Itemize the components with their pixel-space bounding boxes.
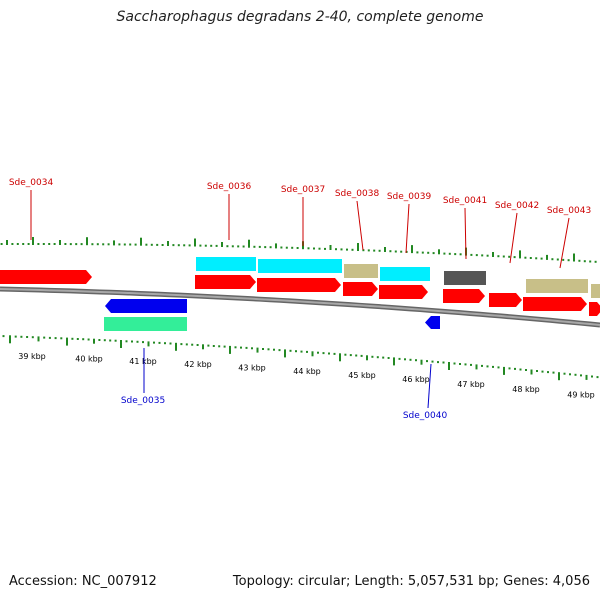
cds-bar <box>526 279 588 293</box>
cds-bar <box>380 267 430 281</box>
cds-bar <box>344 264 378 278</box>
scale-label: 43 kbp <box>238 363 266 372</box>
gene-label-sde-0042: Sde_0042 <box>495 201 539 211</box>
map-title: Saccharophagus degradans 2-40, complete … <box>116 9 484 25</box>
genome-summary: Topology: circular; Length: 5,057,531 bp… <box>232 574 590 589</box>
forward-gene-sde-0034 <box>0 270 92 284</box>
scale-label: 39 kbp <box>18 352 46 361</box>
cds-bar <box>104 317 187 331</box>
cds-bar <box>591 284 600 298</box>
scale-label: 47 kbp <box>457 380 485 389</box>
leader-line-sde-0042 <box>509 212 518 264</box>
scale-label: 49 kbp <box>567 390 595 399</box>
gene-label-sde-0043: Sde_0043 <box>547 206 591 216</box>
scale-label: 40 kbp <box>75 355 103 364</box>
forward-gene-sde-0037 <box>257 278 341 292</box>
forward-gene-sde-0039 <box>379 285 428 299</box>
accession-label: Accession: NC_007912 <box>9 574 157 589</box>
cds-bar <box>444 271 486 285</box>
gene-label-sde-0036: Sde_0036 <box>207 182 252 192</box>
leader-line-sde-0043 <box>559 217 570 269</box>
forward-gene-sde-0036 <box>195 275 256 289</box>
forward-gene-sde-0041 <box>443 289 485 303</box>
scale-label: 41 kbp <box>129 357 157 366</box>
reverse-gene-sde-0040 <box>425 316 440 329</box>
scale-label: 46 kbp <box>402 375 430 384</box>
leader-line-sde-0040 <box>427 363 432 409</box>
gene-label-sde-0040: Sde_0040 <box>403 411 448 421</box>
leader-line-sde-0038 <box>356 200 364 251</box>
forward-gene <box>589 302 600 316</box>
genome-backbone-highlight <box>0 288 600 326</box>
forward-gene-sde-0043 <box>523 297 587 311</box>
cds-bar <box>196 257 256 271</box>
reverse-gene-sde-0035 <box>105 299 187 313</box>
scale-label: 42 kbp <box>184 360 212 369</box>
gene-label-sde-0037: Sde_0037 <box>281 185 325 195</box>
cds-bar <box>258 259 342 273</box>
gene-label-sde-0035: Sde_0035 <box>121 396 165 406</box>
gene-label-sde-0039: Sde_0039 <box>387 192 432 202</box>
gene-label-sde-0038: Sde_0038 <box>335 189 380 199</box>
gene-label-sde-0034: Sde_0034 <box>9 178 54 188</box>
scale-label: 45 kbp <box>348 371 376 380</box>
forward-gene-sde-0042 <box>489 293 522 307</box>
leader-line-sde-0041 <box>464 207 467 260</box>
leader-line-sde-0039 <box>405 203 410 254</box>
gene-label-sde-0041: Sde_0041 <box>443 196 487 206</box>
scale-label: 44 kbp <box>293 367 321 376</box>
forward-gene-sde-0038 <box>343 282 378 296</box>
scale-label: 48 kbp <box>512 385 540 394</box>
